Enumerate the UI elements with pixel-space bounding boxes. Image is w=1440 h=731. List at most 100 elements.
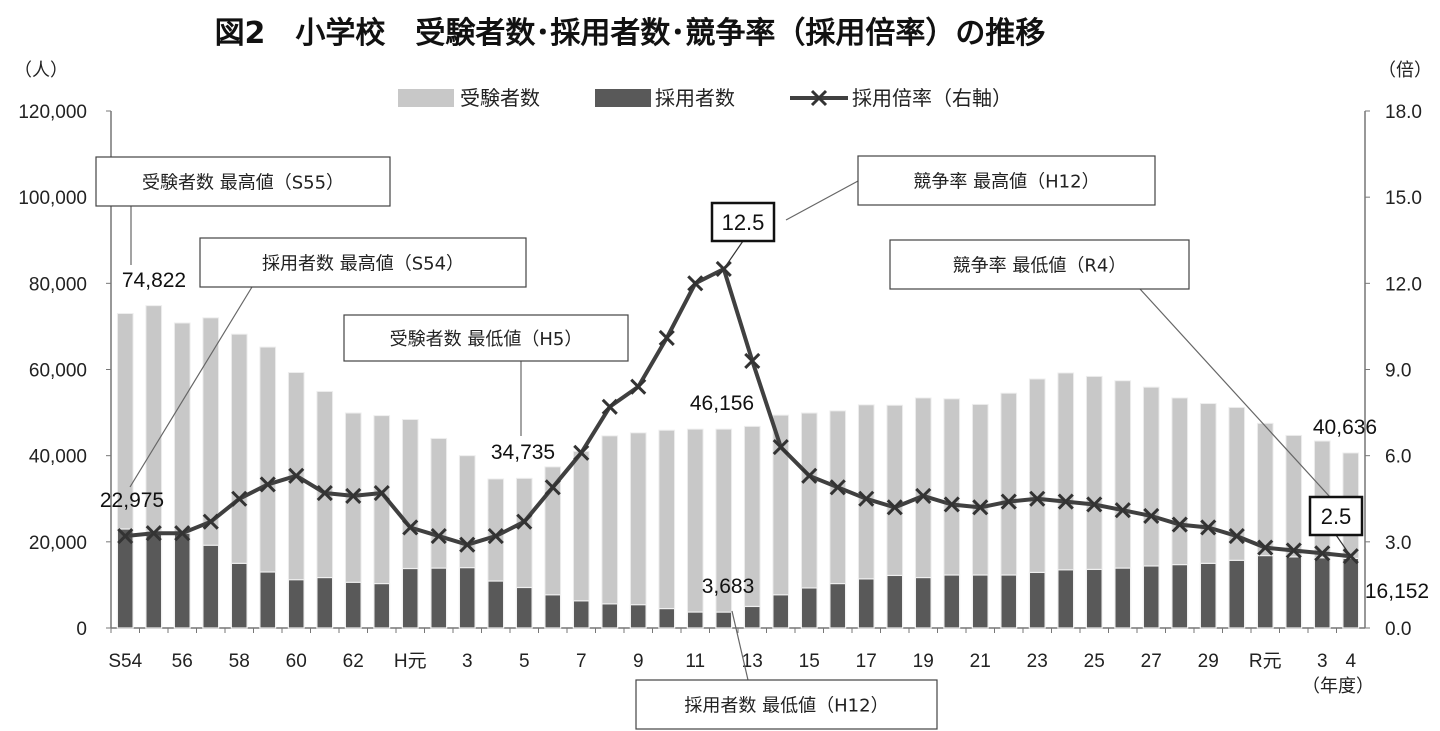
- hires-bar: [743, 605, 761, 629]
- legend: 受験者数 採用者数 採用倍率（右軸）: [398, 86, 1012, 110]
- left-axis-unit: （人）: [14, 60, 68, 81]
- hires-bar: [145, 530, 163, 629]
- ratio-marker-stroke: [373, 484, 390, 502]
- ratio-marker-stroke: [145, 525, 162, 542]
- callout-leader: [1139, 288, 1331, 498]
- ratio-marker-stroke: [117, 528, 134, 545]
- ratio-marker-stroke: [487, 528, 504, 545]
- x-tick-label: R元: [1249, 651, 1282, 672]
- x-tick-label: 62: [343, 651, 364, 672]
- callout-box: [857, 155, 1156, 206]
- hires-bar: [572, 600, 590, 629]
- ratio-marker-stroke: [744, 352, 761, 369]
- x-tick-label: 27: [1141, 651, 1162, 672]
- hires-bar: [230, 562, 248, 629]
- left-tick-label: 120,000: [18, 102, 87, 123]
- ratio-marker: [601, 398, 618, 415]
- legend-label-applicants: 受験者数: [460, 86, 540, 110]
- ratio-marker: [174, 525, 191, 542]
- applicants-bar: [629, 432, 647, 629]
- ratio-marker-stroke: [174, 525, 191, 542]
- callout-leader: [731, 610, 749, 681]
- hires-bar: [173, 532, 191, 629]
- hires-bar: [259, 571, 277, 629]
- ratio-marker: [1114, 502, 1131, 519]
- hires-bar: [287, 579, 305, 629]
- ratio-marker: [687, 275, 704, 292]
- x-tick-label: 56: [172, 651, 193, 672]
- x-tick-label: 3: [1317, 651, 1328, 672]
- ratio-marker-stroke: [858, 490, 875, 507]
- ratio-marker-stroke: [1171, 516, 1188, 533]
- callout-text: 競争率 最高値（H12）: [913, 172, 1099, 193]
- ratio-marker: [1029, 490, 1046, 507]
- hires-bar: [715, 611, 733, 629]
- ratio-marker-stroke: [544, 479, 561, 496]
- ratio-marker-stroke: [402, 519, 419, 536]
- hires-bar: [487, 580, 505, 629]
- x-tick-label: 29: [1198, 651, 1219, 672]
- x-tick-label: 60: [286, 651, 307, 672]
- x-tick-label: 21: [970, 651, 991, 672]
- hires-bar: [1313, 557, 1331, 629]
- ratio-marker-stroke: [886, 499, 903, 516]
- legend-marker-ratio: [810, 89, 828, 107]
- ratio-marker-stroke: [1228, 528, 1245, 545]
- right-tick-label: 12.0: [1385, 274, 1422, 295]
- hires-bar: [943, 574, 961, 629]
- callout-text: 受験者数 最高値（S55）: [142, 173, 344, 194]
- ratio-marker: [202, 513, 219, 530]
- callout-leader: [785, 180, 859, 221]
- callout-text: 採用者数 最低値（H12）: [684, 696, 888, 717]
- ratio-marker-stroke: [915, 487, 932, 504]
- ratio-marker: [373, 484, 390, 502]
- ratio-marker-stroke: [1200, 519, 1217, 536]
- ratio-marker: [1257, 539, 1274, 556]
- hires-bar: [829, 583, 847, 629]
- bars-layer: [116, 305, 1360, 629]
- ratio-marker-stroke: [772, 438, 789, 456]
- right-axis-unit: （倍）: [1378, 60, 1432, 81]
- point-value-label: 22,975: [100, 489, 164, 512]
- chart-title: 図2 小学校 受験者数･採用者数･競争率（採用倍率）の推移: [215, 16, 1046, 51]
- callout-box: [343, 314, 629, 362]
- ratio-marker: [1200, 519, 1217, 536]
- ratio-marker-stroke: [687, 275, 704, 292]
- hires-bar: [373, 583, 391, 629]
- ratio-marker: [430, 528, 447, 545]
- right-tick-label: 3.0: [1385, 533, 1411, 554]
- ratio-marker: [1086, 496, 1103, 513]
- boxed-label-frame: [1308, 495, 1364, 537]
- left-tick-label: 20,000: [29, 533, 87, 554]
- x-tick-label: 5: [519, 651, 530, 672]
- ratio-marker: [829, 479, 846, 496]
- ratio-marker-stroke: [1086, 496, 1103, 513]
- hires-bar: [344, 581, 362, 629]
- ratio-marker-stroke: [1029, 490, 1046, 507]
- ratio-marker-stroke: [430, 528, 447, 545]
- hires-bar: [1285, 556, 1303, 629]
- legend-swatch-applicants: [398, 89, 454, 107]
- hires-bar: [857, 578, 875, 629]
- boxed-label-frame: [710, 201, 776, 243]
- ratio-marker-stroke: [1057, 493, 1074, 510]
- ratio-marker: [117, 528, 134, 545]
- ratio-marker-stroke: [658, 329, 675, 346]
- x-tick-label: 11: [685, 651, 705, 672]
- hires-bar: [1085, 568, 1103, 629]
- left-tick-label: 40,000: [29, 447, 87, 468]
- applicants-bar: [601, 435, 619, 629]
- applicants-bar: [658, 429, 676, 629]
- hires-bar: [1171, 564, 1189, 629]
- ratio-marker-stroke: [288, 467, 305, 484]
- ratio-marker: [345, 487, 362, 504]
- ratio-marker: [858, 490, 875, 507]
- right-tick-label: 15.0: [1385, 188, 1422, 209]
- boxed-ratio-label: 2.5: [1321, 504, 1352, 529]
- ratio-marker: [1143, 507, 1160, 525]
- ratio-marker: [630, 378, 647, 395]
- right-tick-label: 0.0: [1385, 619, 1411, 640]
- left-tick-label: 100,000: [18, 188, 87, 209]
- ratio-marker: [316, 484, 333, 502]
